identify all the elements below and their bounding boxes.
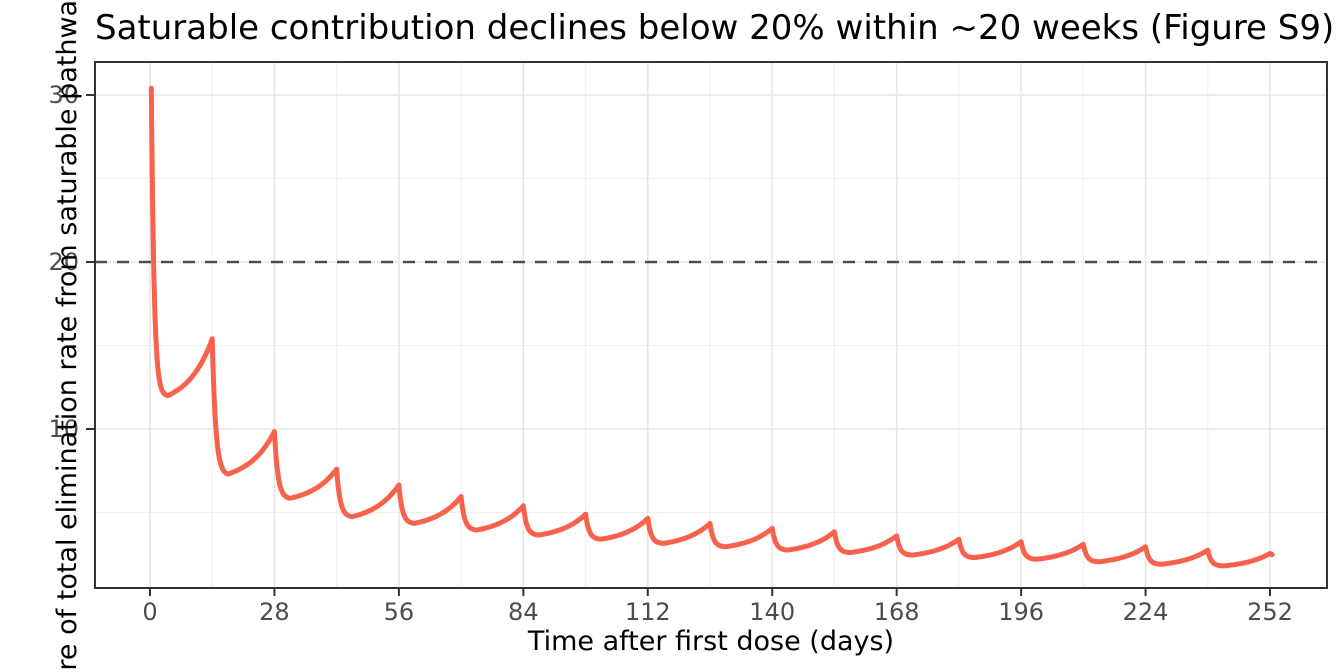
x-tick-label: 112 <box>624 598 671 626</box>
x-tick-label: 56 <box>383 598 415 626</box>
saturable-fraction-line <box>148 85 1275 569</box>
y-tick-label: 20 <box>48 248 79 276</box>
x-tick-label: 252 <box>1247 598 1293 626</box>
x-tick-label: 0 <box>142 598 158 626</box>
y-tick-label: 30 <box>48 81 79 109</box>
panel-border <box>94 61 1328 589</box>
x-tick-label: 28 <box>259 598 290 626</box>
y-tick-label: 10 <box>48 415 79 443</box>
x-tick-label: 224 <box>1122 598 1169 626</box>
x-tick-label: 196 <box>998 598 1044 626</box>
x-tick-label: 140 <box>749 598 796 626</box>
x-axis-label: Time after first dose (days) <box>527 626 895 657</box>
x-tick-label: 84 <box>508 598 539 626</box>
chart-title: Saturable contribution declines below 20… <box>95 8 1335 48</box>
y-axis-label: Share of total elimination rate from sat… <box>52 0 83 672</box>
x-tick-label: 168 <box>873 598 920 626</box>
